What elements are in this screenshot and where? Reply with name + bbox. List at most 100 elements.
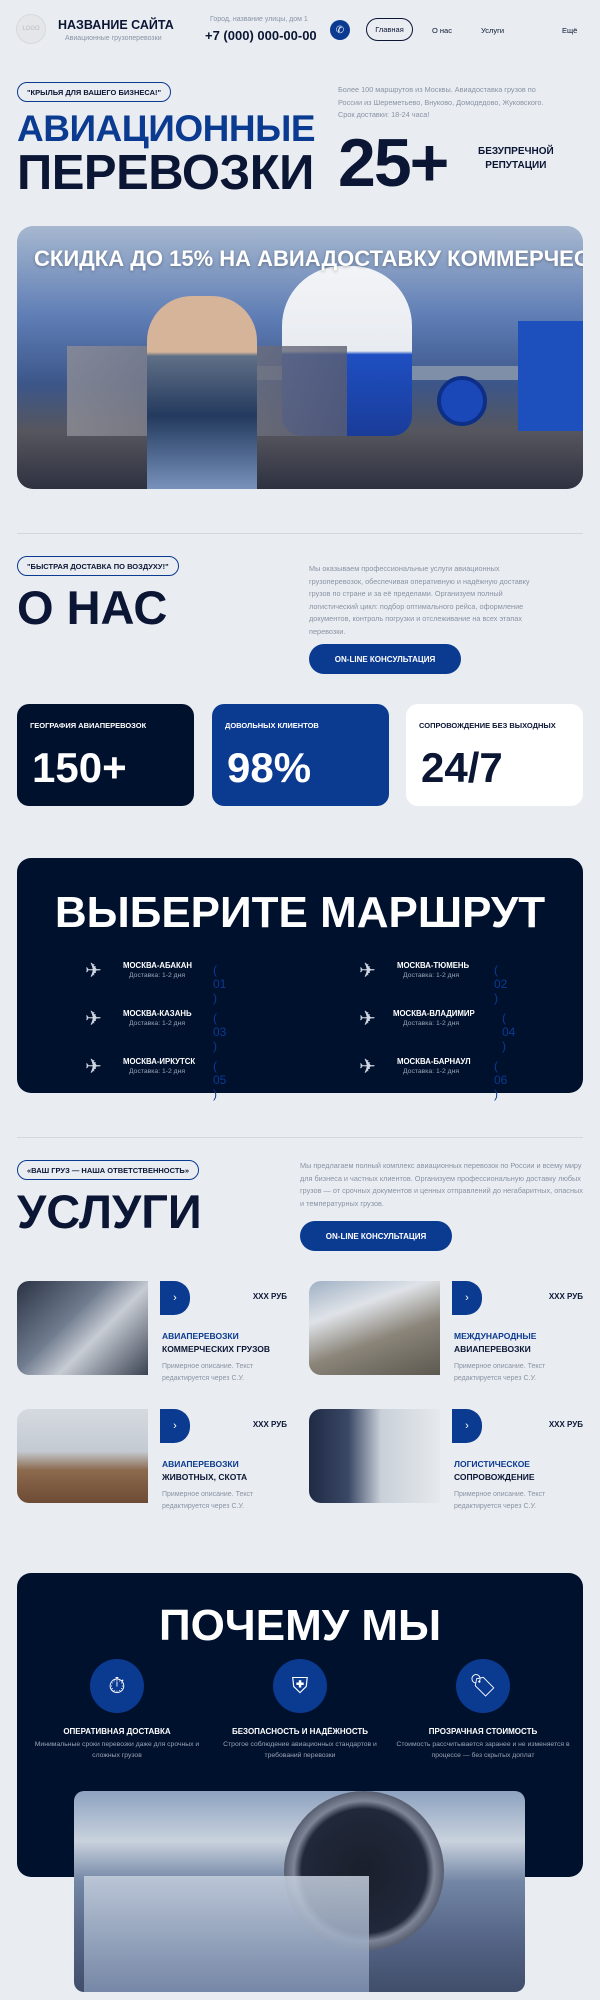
- service-title: ЛОГИСТИЧЕСКОЕ: [454, 1459, 530, 1469]
- routes-title: ВЫБЕРИТЕ МАРШРУТ: [54, 888, 546, 937]
- feature-title: ПРОЗРАЧНАЯ СТОИМОСТЬ: [428, 1727, 538, 1736]
- route-plane-icon: ✈: [359, 960, 376, 982]
- stat-value: 24/7: [421, 744, 503, 791]
- feature-title: БЕЗОПАСНОСТЬ И НАДЁЖНОСТЬ: [231, 1727, 369, 1736]
- route-name: МОСКВА-АБАКАН: [123, 961, 193, 970]
- stat-card-geography: ГЕОГРАФИЯ АВИАПЕРЕВОЗОК 150+: [17, 704, 194, 806]
- route-plane-icon: ✈: [359, 1008, 376, 1030]
- route-number: ( 02 ): [494, 963, 508, 1005]
- route-plane-icon: ✈: [359, 1056, 376, 1078]
- consultation-button[interactable]: ON-LINE КОНСУЛЬТАЦИЯ: [309, 644, 461, 674]
- stat-value: 98%: [227, 744, 312, 791]
- hero-stat-label: БЕЗУПРЕЧНОЙ РЕПУТАЦИИ: [478, 145, 554, 173]
- about-description: Мы оказываем профессиональные услуги ави…: [309, 564, 530, 636]
- feature-description: Стоимость рассчитывается заранее и не из…: [396, 1741, 570, 1759]
- price-tag-icon: 🏷: [456, 1659, 510, 1713]
- service-subtitle: СОПРОВОЖДЕНИЕ: [454, 1472, 535, 1482]
- service-image: [17, 1409, 148, 1503]
- route-name: МОСКВА-ТЮМЕНЬ: [397, 961, 470, 970]
- promo-banner[interactable]: СКИДКА ДО 15% НА АВИАДОСТАВКУ КОММЕРЧЕСК…: [17, 226, 583, 489]
- divider: [17, 533, 583, 534]
- shield-box-icon: ⛨: [273, 1659, 327, 1713]
- worker-image: [147, 296, 257, 489]
- chevron-right-icon[interactable]: ›: [160, 1409, 190, 1443]
- service-title: МЕЖДУНАРОДНЫЕ: [454, 1331, 537, 1341]
- promo-text: СКИДКА ДО 15% НА АВИАДОСТАВКУ КОММЕРЧЕСК…: [34, 246, 583, 271]
- nav-services[interactable]: Услуги: [481, 26, 505, 35]
- feature-item: ⏱ ОПЕРАТИВНАЯ ДОСТАВКА Минимальные сроки п…: [27, 1659, 207, 1761]
- service-description: Примерное описание. Текст редактируется …: [162, 1363, 254, 1382]
- route-number: ( 01 ): [213, 963, 227, 1005]
- service-description: Примерное описание. Текст редактируется …: [162, 1491, 254, 1510]
- service-subtitle: КОММЕРЧЕСКИХ ГРУЗОВ: [162, 1344, 271, 1354]
- service-image: [309, 1409, 440, 1503]
- about-badge: "БЫСТРАЯ ДОСТАВКА ПО ВОЗДУХУ!": [17, 556, 179, 576]
- services-badge: «ВАШ ГРУЗ — НАША ОТВЕТСТВЕННОСТЬ»: [17, 1160, 199, 1180]
- cargo-engine-photo: [74, 1791, 525, 1992]
- route-number: ( 03 ): [213, 1011, 227, 1053]
- service-subtitle: ЖИВОТНЫХ, СКОТА: [162, 1472, 248, 1482]
- route-delivery: Доставка: 1-2 дня: [403, 972, 460, 979]
- route-number: ( 06 ): [494, 1059, 508, 1101]
- nav-home[interactable]: Главная: [366, 18, 413, 41]
- stat-value: 150+: [32, 744, 127, 791]
- hero-badge: "КРЫЛЬЯ ДЛЯ ВАШЕГО БИЗНЕСА!": [17, 82, 172, 102]
- route-name: МОСКВА-КАЗАНЬ: [123, 1009, 192, 1018]
- route-name: МОСКВА-БАРНАУЛ: [397, 1057, 471, 1066]
- hero-stat-label-2: РЕПУТАЦИИ: [485, 160, 547, 171]
- service-description: Примерное описание. Текст редактируется …: [454, 1363, 546, 1382]
- hero-stat-value: 25+: [338, 125, 449, 201]
- address: Город, название улицы, дом 1: [210, 16, 308, 23]
- site-subtitle: Авиационные грузоперевозки: [65, 35, 162, 42]
- feature-description: Строгое соблюдение авиационных стандарто…: [223, 1741, 377, 1759]
- chevron-right-icon[interactable]: ›: [452, 1409, 482, 1443]
- services-description: Мы предлагаем полный комплекс авиационны…: [300, 1161, 583, 1208]
- site-title[interactable]: НАЗВАНИЕ САЙТА: [58, 18, 174, 32]
- route-name: МОСКВА-ИРКУТСК: [123, 1057, 196, 1066]
- route-plane-icon: ✈: [85, 960, 102, 982]
- route-delivery: Доставка: 1-2 дня: [129, 1068, 186, 1075]
- service-image: [309, 1281, 440, 1375]
- stat-label: ГЕОГРАФИЯ АВИАПЕРЕВОЗОК: [30, 721, 147, 730]
- cargo-pallet-image: [84, 1876, 369, 1992]
- service-card[interactable]: › XXX РУБ АВИАПЕРЕВОЗКИ КОММЕРЧЕСКИХ ГРУ…: [17, 1281, 287, 1382]
- feature-description: Минимальные сроки перевозки даже для сро…: [34, 1741, 200, 1759]
- stat-label: ДОВОЛЬНЫХ КЛИЕНТОВ: [225, 721, 319, 730]
- route-delivery: Доставка: 1-2 дня: [403, 1068, 460, 1075]
- phone-number[interactable]: +7 (000) 000-00-00: [205, 28, 317, 43]
- logo[interactable]: LOGO: [16, 14, 46, 44]
- route-plane-icon: ✈: [85, 1008, 102, 1030]
- hero-title-line2: ПЕРЕВОЗКИ: [17, 146, 314, 200]
- service-card[interactable]: › XXX РУБ АВИАПЕРЕВОЗКИ ЖИВОТНЫХ, СКОТА …: [17, 1409, 287, 1510]
- stopwatch-icon: ⏱: [90, 1659, 144, 1713]
- feature-item: ⛨ БЕЗОПАСНОСТЬ И НАДЁЖНОСТЬ Строгое соблюд…: [210, 1659, 390, 1761]
- service-card[interactable]: › XXX РУБ МЕЖДУНАРОДНЫЕ АВИАПЕРЕВОЗКИ Пр…: [309, 1281, 583, 1382]
- service-subtitle: АВИАПЕРЕВОЗКИ: [454, 1344, 531, 1354]
- stat-card-support: СОПРОВОЖДЕНИЕ БЕЗ ВЫХОДНЫХ 24/7: [406, 704, 583, 806]
- route-plane-icon: ✈: [85, 1056, 102, 1078]
- service-description: Примерное описание. Текст редактируется …: [454, 1491, 546, 1510]
- service-title: АВИАПЕРЕВОЗКИ: [162, 1331, 239, 1341]
- chevron-right-icon[interactable]: ›: [452, 1281, 482, 1315]
- terminal-image: [518, 321, 583, 431]
- nav-about[interactable]: О нас: [432, 26, 452, 35]
- route-name: МОСКВА-ВЛАДИМИР: [393, 1009, 475, 1018]
- route-delivery: Доставка: 1-2 дня: [129, 972, 186, 979]
- service-image: [17, 1281, 148, 1375]
- service-price: XXX РУБ: [252, 1292, 287, 1301]
- nav-more[interactable]: Ещё: [562, 26, 578, 35]
- about-title: О НАС: [17, 581, 168, 634]
- stat-card-clients: ДОВОЛЬНЫХ КЛИЕНТОВ 98%: [212, 704, 389, 806]
- service-card[interactable]: › XXX РУБ ЛОГИСТИЧЕСКОЕ СОПРОВОЖДЕНИЕ Пр…: [309, 1409, 583, 1510]
- feature-item: 🏷 ПРОЗРАЧНАЯ СТОИМОСТЬ Стоимость рассчитыв…: [393, 1659, 573, 1761]
- consultation-button[interactable]: ON-LINE КОНСУЛЬТАЦИЯ: [300, 1221, 452, 1251]
- chevron-right-icon[interactable]: ›: [160, 1281, 190, 1315]
- service-price: XXX РУБ: [252, 1420, 287, 1429]
- hero-title-line1: АВИАЦИОННЫЕ: [17, 108, 316, 149]
- phone-icon[interactable]: ✆: [330, 20, 350, 40]
- route-delivery: Доставка: 1-2 дня: [129, 1020, 186, 1027]
- service-price: XXX РУБ: [548, 1292, 583, 1301]
- hero-stat-label-1: БЕЗУПРЕЧНОЙ: [478, 146, 554, 157]
- service-title: АВИАПЕРЕВОЗКИ: [162, 1459, 239, 1469]
- service-price: XXX РУБ: [548, 1420, 583, 1429]
